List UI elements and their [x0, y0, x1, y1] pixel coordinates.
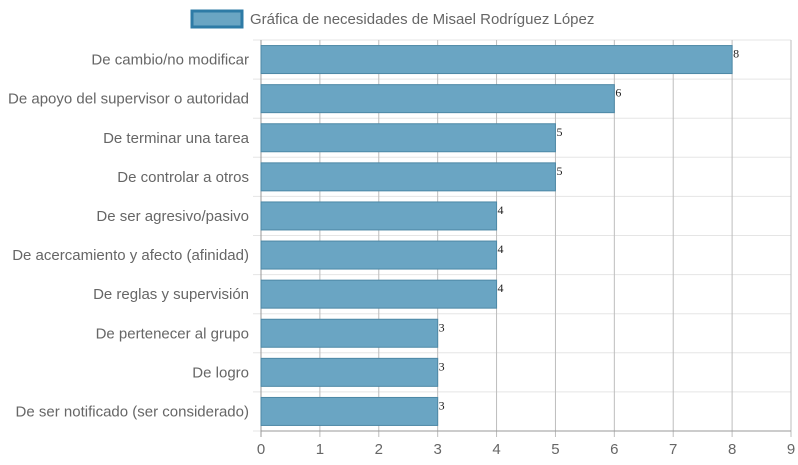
- bar[interactable]: [260, 396, 439, 426]
- bar[interactable]: [260, 123, 556, 153]
- value-label: 4: [498, 281, 504, 295]
- x-tick-label: 4: [492, 441, 500, 458]
- bar[interactable]: [260, 162, 556, 192]
- x-tick-label: 9: [787, 441, 795, 458]
- x-tick-label: 0: [257, 441, 265, 458]
- value-label: 8: [733, 47, 739, 61]
- legend-label: Gráfica de necesidades de Misael Rodrígu…: [250, 11, 594, 28]
- value-label: 4: [498, 203, 504, 217]
- x-tick-label: 7: [669, 441, 677, 458]
- value-label: 6: [615, 86, 621, 100]
- x-tick-label: 6: [610, 441, 618, 458]
- bar[interactable]: [260, 357, 439, 387]
- legend-swatch: [190, 9, 244, 29]
- legend[interactable]: Gráfica de necesidades de Misael Rodrígu…: [190, 9, 594, 29]
- category-label: De controlar a otros: [117, 169, 249, 186]
- x-axis-ticks: 0 1 2 3 4 5 6 7 8 9: [257, 441, 795, 458]
- category-label: De cambio/no modificar: [91, 52, 249, 69]
- category-label: De logro: [192, 364, 249, 381]
- value-label: 3: [439, 320, 445, 334]
- value-label: 5: [556, 164, 562, 178]
- x-tick-label: 3: [433, 441, 441, 458]
- value-label: 4: [498, 242, 504, 256]
- category-label: De reglas y supervisión: [93, 286, 249, 303]
- category-label: De acercamiento y afecto (afinidad): [12, 247, 249, 264]
- category-label: De pertenecer al grupo: [96, 325, 249, 342]
- x-tick-label: 8: [728, 441, 736, 458]
- bar[interactable]: [260, 201, 498, 231]
- category-label: De ser agresivo/pasivo: [96, 208, 249, 225]
- bar[interactable]: [260, 279, 498, 309]
- value-label: 3: [439, 359, 445, 373]
- x-tick-label: 2: [375, 441, 383, 458]
- category-labels: De cambio/no modificar De apoyo del super…: [8, 52, 250, 421]
- category-label: De terminar una tarea: [103, 130, 250, 147]
- value-labels: 8 6 5 5 4 4 4 3 3 3: [439, 47, 739, 413]
- bar[interactable]: [260, 45, 733, 75]
- bars: [260, 45, 733, 426]
- bar[interactable]: [260, 318, 439, 348]
- bar[interactable]: [260, 84, 615, 114]
- x-tick-label: 5: [551, 441, 559, 458]
- value-label: 5: [556, 125, 562, 139]
- category-label: De apoyo del supervisor o autoridad: [8, 91, 249, 108]
- x-tick-label: 1: [316, 441, 324, 458]
- category-label: De ser notificado (ser considerado): [16, 403, 249, 420]
- value-label: 3: [439, 398, 445, 412]
- bar[interactable]: [260, 240, 498, 270]
